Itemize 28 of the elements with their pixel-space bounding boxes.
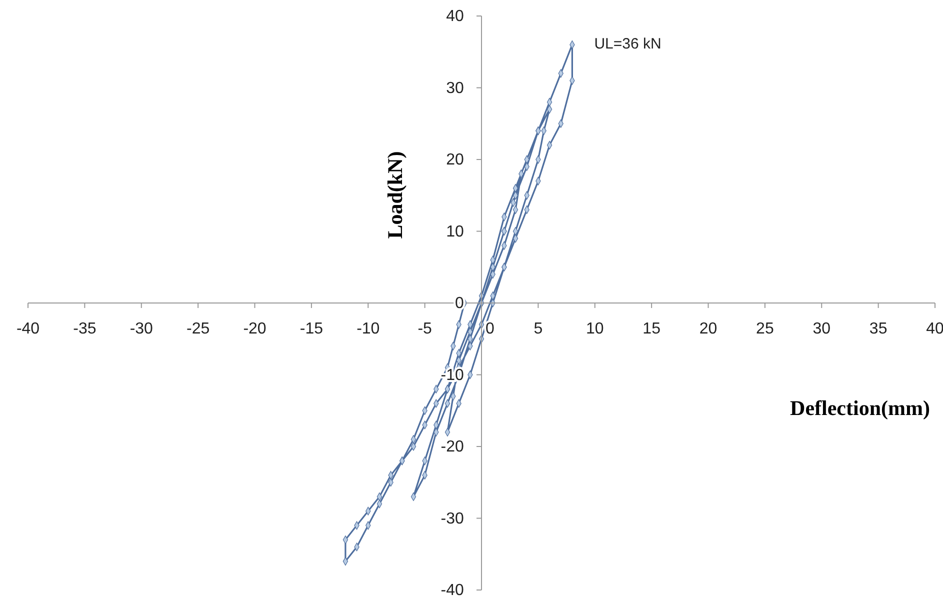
x-tick-label: -40 xyxy=(16,320,40,338)
x-tick-label: 20 xyxy=(699,320,718,338)
x-tick-label: 15 xyxy=(642,320,661,338)
y-tick-label: 20 xyxy=(446,152,464,169)
x-tick-label: 5 xyxy=(534,320,543,338)
x-tick-label: 25 xyxy=(756,320,774,338)
y-tick-label: 40 xyxy=(446,8,464,26)
x-axis-title: Deflection(mm) xyxy=(790,396,930,420)
x-tick-label: 30 xyxy=(812,320,831,338)
y-tick-label: -30 xyxy=(440,510,464,528)
x-tick-label: 10 xyxy=(586,320,604,338)
x-tick-label: -15 xyxy=(300,320,324,338)
x-tick-label: -10 xyxy=(356,320,380,338)
x-tick-label: -35 xyxy=(73,320,96,338)
y-tick-label: -20 xyxy=(440,438,464,456)
x-tick-label: -20 xyxy=(243,320,266,338)
y-tick-label: 0 xyxy=(454,295,464,312)
x-tick-label: -25 xyxy=(186,320,210,338)
x-tick-label: -30 xyxy=(130,320,154,338)
x-tick-label: 40 xyxy=(926,320,943,338)
x-tick-label: 35 xyxy=(869,320,888,338)
y-tick-label: 10 xyxy=(446,223,464,240)
annotation: UL=36 kN xyxy=(594,36,662,53)
y-tick-label: 30 xyxy=(446,80,464,97)
x-tick-label: 0 xyxy=(486,320,494,338)
y-axis-title: Load(kN) xyxy=(383,151,407,239)
y-tick-label: -40 xyxy=(440,582,464,600)
x-tick-label: -5 xyxy=(418,320,432,338)
